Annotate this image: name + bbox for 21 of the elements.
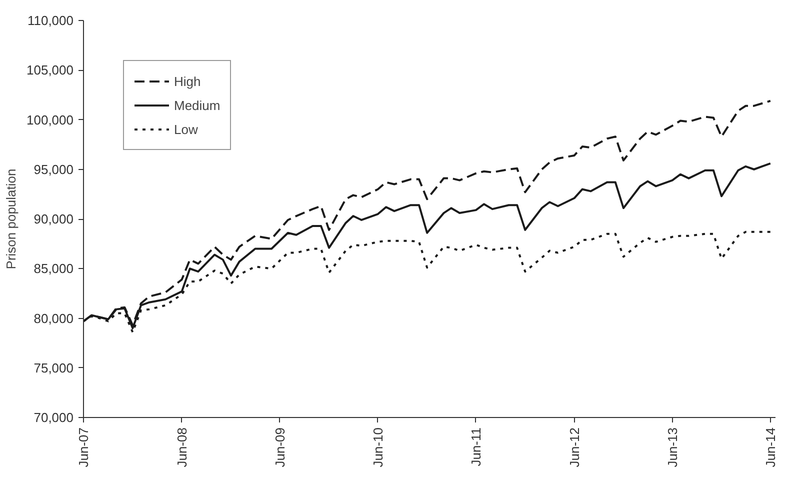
y-tick-label: 110,000 bbox=[27, 13, 74, 28]
x-tick-label: Jun-14 bbox=[762, 428, 778, 468]
x-tick-label: Jun-08 bbox=[174, 428, 190, 468]
y-tick-label: 105,000 bbox=[26, 62, 74, 78]
y-tick-label: 70,000 bbox=[34, 410, 74, 425]
x-tick-label: Jun-10 bbox=[370, 428, 386, 468]
x-tick-label: Jun-13 bbox=[664, 428, 680, 468]
x-tick-label: Jun-07 bbox=[76, 428, 91, 468]
y-tick-label: 90,000 bbox=[34, 212, 74, 226]
y-tick-label: 85,000 bbox=[34, 261, 74, 276]
y-tick-label: 80,000 bbox=[34, 310, 74, 326]
y-axis-title: Prison population bbox=[4, 168, 19, 270]
legend-label: Medium bbox=[174, 98, 220, 112]
legend-label: High bbox=[174, 74, 201, 88]
x-tick-label: Jun-09 bbox=[272, 428, 288, 468]
y-tick-label: 100,000 bbox=[26, 112, 74, 128]
y-tick-label: 95,000 bbox=[34, 162, 74, 177]
x-tick-label: Jun-12 bbox=[566, 428, 582, 468]
x-tick-label: Jun-11 bbox=[468, 427, 484, 466]
y-tick-label: 75,000 bbox=[34, 360, 74, 376]
legend-label: Low bbox=[174, 122, 198, 136]
